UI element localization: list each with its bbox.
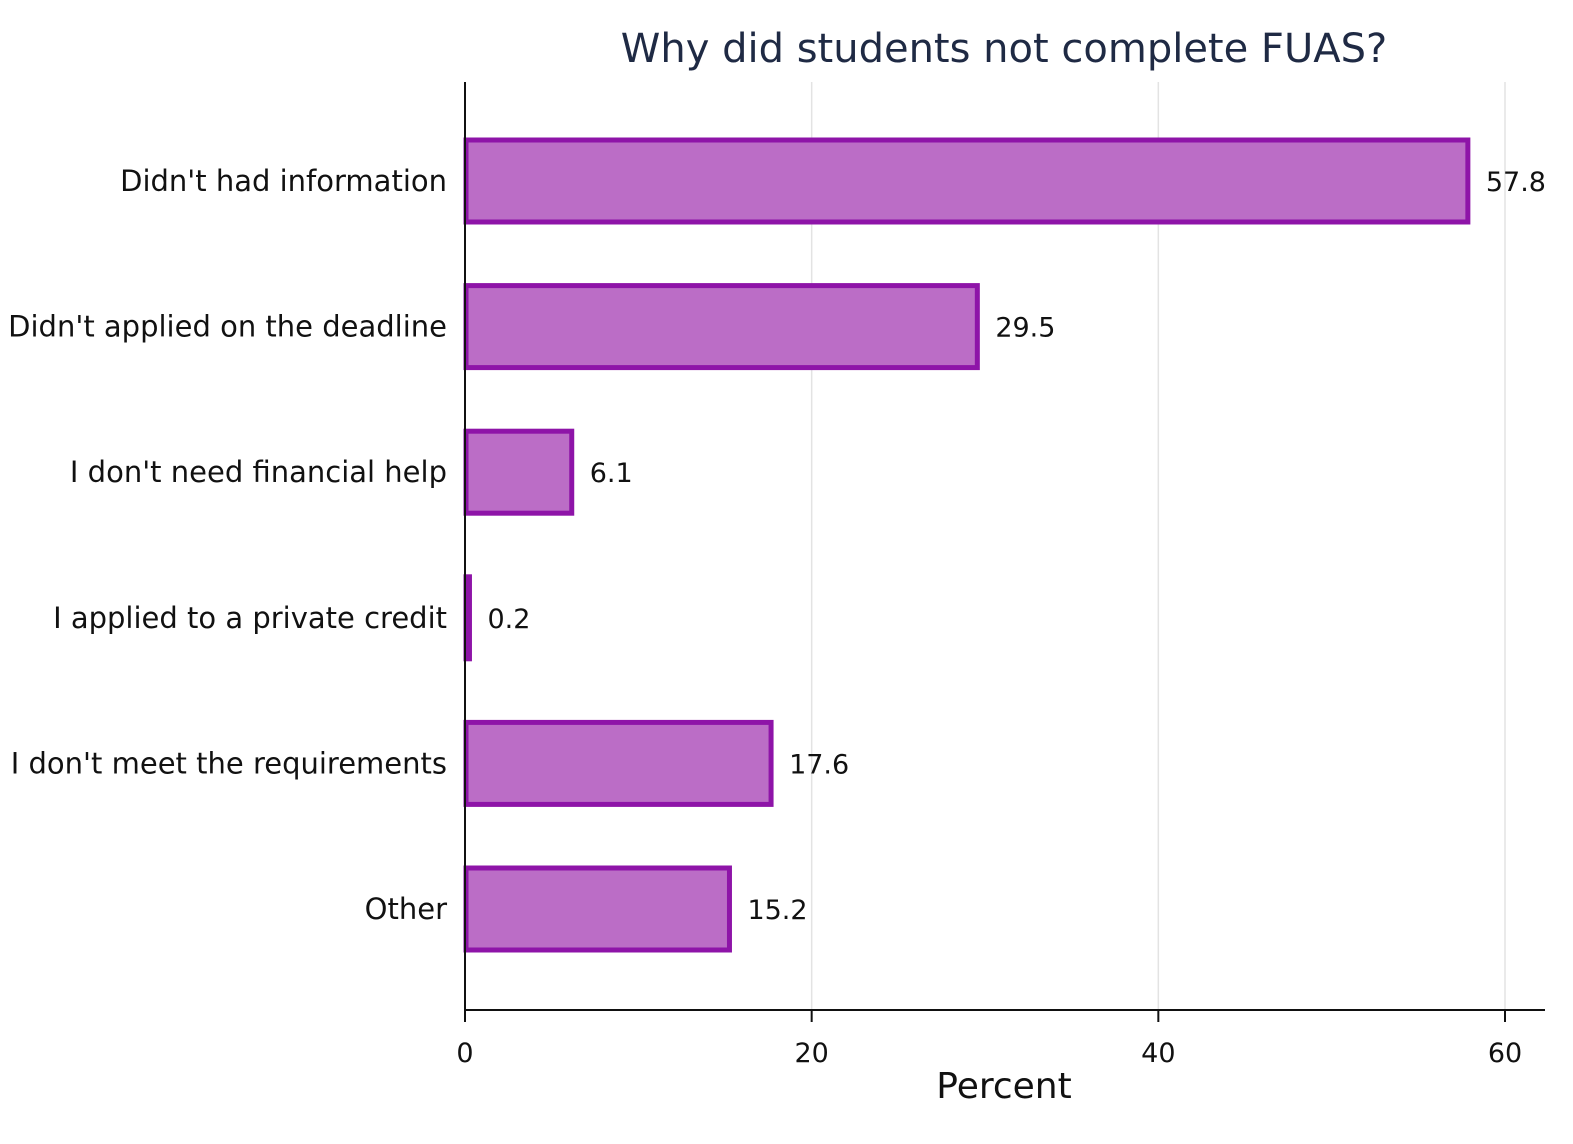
category-label-6: Other [365,892,447,926]
bars: Didn't had information 57.8 Didn't applied… [8,137,1546,953]
x-tick-label-40: 40 [1141,1038,1175,1069]
x-tick-label-0: 0 [456,1038,473,1069]
value-label-4: 0.2 [487,604,530,635]
bar-4 [463,574,472,662]
value-label-2: 29.5 [995,313,1055,344]
bar-6 [463,865,732,953]
bar-3 [463,428,575,516]
value-label-1: 57.8 [1486,167,1546,198]
axes: 0 20 40 60 [456,82,1545,1069]
grid-lines [810,82,1506,1010]
category-label-2: Didn't applied on the deadline [8,310,447,344]
value-label-5: 17.6 [789,749,849,780]
chart-title: Why did students not complete FUAS? [621,26,1387,72]
bar-2 [463,283,980,371]
value-label-3: 6.1 [590,458,633,489]
x-axis-title: Percent [936,1066,1071,1107]
bar-1 [463,137,1471,225]
x-tick-label-60: 60 [1488,1038,1522,1069]
category-label-4: I applied to a private credit [53,601,447,635]
x-tick-label-20: 20 [794,1038,828,1069]
value-label-6: 15.2 [747,895,807,926]
category-label-1: Didn't had information [120,164,447,198]
bar-5 [463,719,774,807]
category-label-3: I don't need financial help [70,455,447,489]
category-label-5: I don't meet the requirements [11,746,447,780]
